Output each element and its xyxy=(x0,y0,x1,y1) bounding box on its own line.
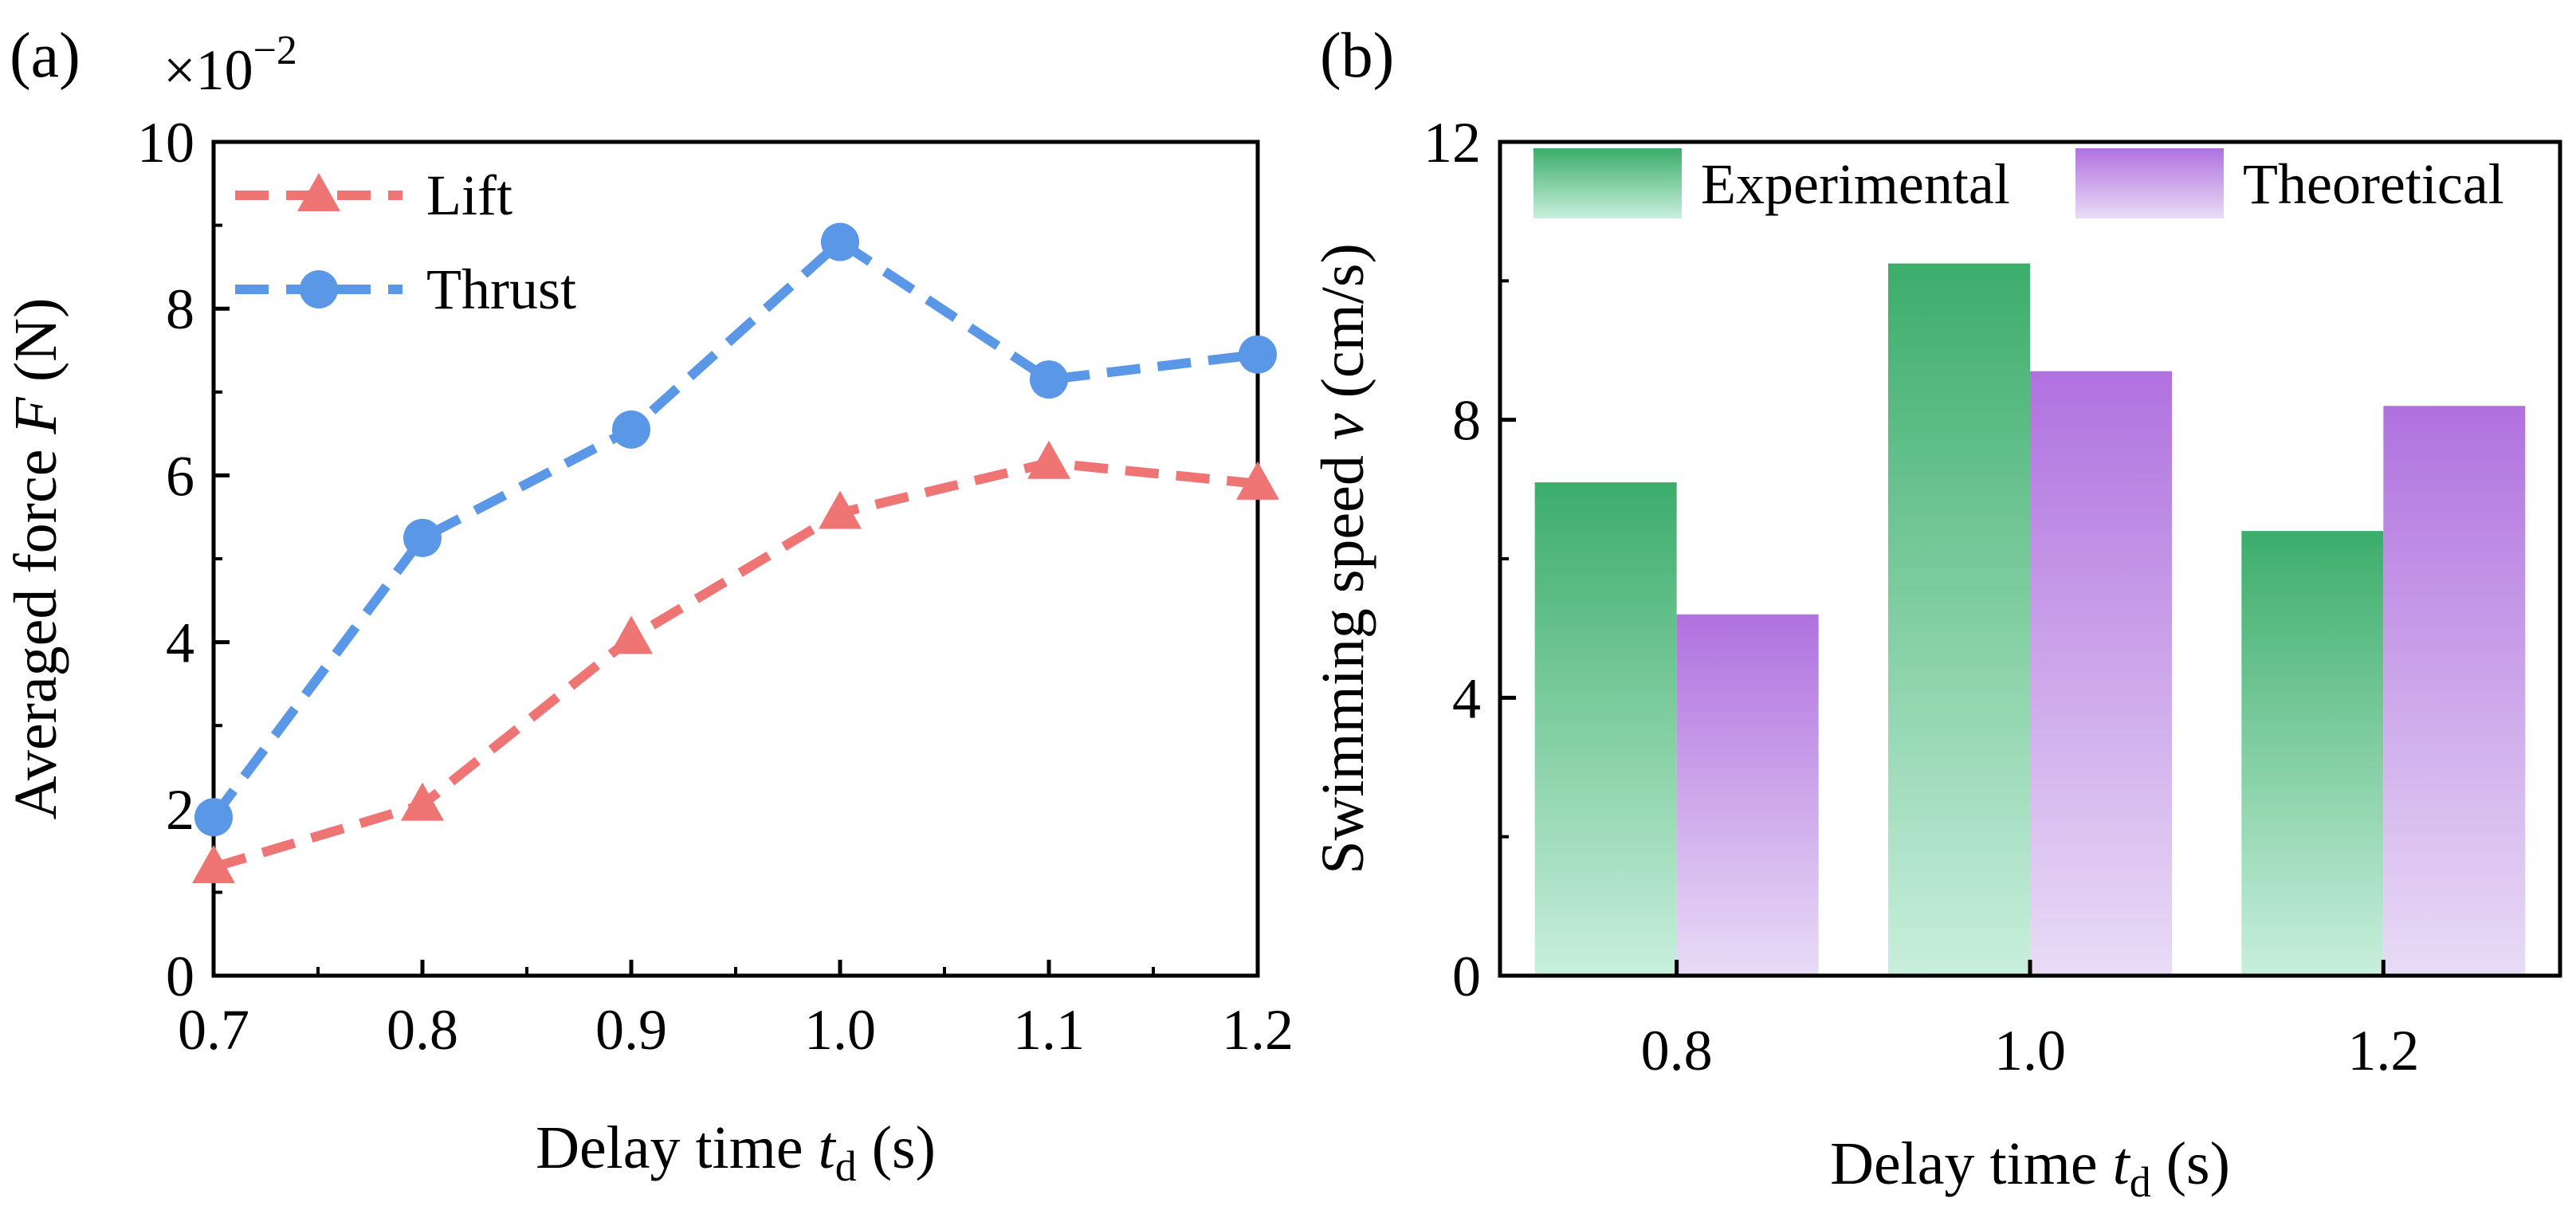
thrust-data-point xyxy=(194,798,233,837)
y-multiplier-a: ×10−2 xyxy=(163,28,297,102)
y-tick-label: 10 xyxy=(137,111,194,175)
legend-label-lift: Lift xyxy=(426,163,512,227)
lift-data-point xyxy=(192,845,235,884)
x-tick-label: 1.2 xyxy=(2347,1019,2419,1082)
experimental-bar xyxy=(1534,482,1677,976)
panel-a-x-ticks: 0.7 0.8 0.9 1.0 1.1 1.2 xyxy=(178,960,1294,1062)
thrust-data-point xyxy=(1239,335,1277,374)
y-multiplier-exponent: −2 xyxy=(253,28,297,73)
y-tick-label: 0 xyxy=(166,945,194,1008)
thrust-data-point xyxy=(1030,360,1068,399)
panel-a-line-chart: (a) ×10−2 0 2 4 6 8 10 0.7 0.8 0.9 1.0 1.1 1.2 Lif… xyxy=(2,21,1294,1190)
x-tick-label: 0.7 xyxy=(178,998,249,1062)
lift-data-point xyxy=(1027,440,1070,479)
panel-b-legend: Experimental Theoretical xyxy=(1533,148,2504,218)
x-tick-label: 0.8 xyxy=(1641,1019,1713,1082)
thrust-data-point xyxy=(403,518,442,557)
y-tick-label: 8 xyxy=(166,277,194,341)
theoretical-bar xyxy=(1676,614,1819,976)
panel-b-bar-chart: (b) 0 4 8 12 0.8 1.0 1.2 Experimental Theoreti… xyxy=(1310,21,2562,1206)
legend-swatch-experimental xyxy=(1533,148,1682,218)
panel-a-label: (a) xyxy=(10,21,80,91)
x-tick-label: 1.0 xyxy=(804,998,876,1062)
x-tick-label: 1.2 xyxy=(1222,998,1294,1062)
panel-a-y-axis-title: Averaged force F (N) xyxy=(2,298,69,820)
y-tick-label: 4 xyxy=(1452,666,1481,730)
panel-a-series xyxy=(192,222,1279,884)
thrust-data-point xyxy=(612,410,650,449)
panel-b-x-ticks: 0.8 1.0 1.2 xyxy=(1641,960,2419,1082)
panel-b-y-ticks: 0 4 8 12 xyxy=(1423,111,1516,1008)
y-tick-label: 6 xyxy=(166,444,194,508)
panel-b-label: (b) xyxy=(1320,21,1394,91)
y-tick-label: 4 xyxy=(166,611,194,675)
panel-b-x-axis-title: Delay time td (s) xyxy=(1830,1130,2230,1206)
x-tick-label: 1.0 xyxy=(1994,1019,2066,1082)
lift-data-point xyxy=(610,615,653,654)
experimental-bar xyxy=(2241,531,2384,976)
y-tick-label: 0 xyxy=(1452,945,1481,1008)
panel-a-axes-frame xyxy=(211,139,1260,978)
y-tick-label: 12 xyxy=(1423,111,1481,175)
lift-series-line xyxy=(212,458,1259,872)
lift-data-point xyxy=(401,782,444,821)
lift-data-point xyxy=(819,490,862,529)
x-tick-label: 0.9 xyxy=(595,998,667,1062)
x-tick-label: 0.8 xyxy=(387,998,458,1062)
legend-label-theoretical: Theoretical xyxy=(2243,152,2504,216)
legend-label-thrust: Thrust xyxy=(426,257,576,321)
legend-label-experimental: Experimental xyxy=(1701,152,2010,216)
panel-a-y-ticks: 0 2 4 6 8 10 xyxy=(137,111,230,1008)
thrust-series-line xyxy=(210,235,1259,820)
legend-marker-lift xyxy=(297,173,340,211)
legend-marker-thrust xyxy=(300,270,338,308)
y-tick-label: 8 xyxy=(1452,389,1481,453)
y-tick-label: 2 xyxy=(166,778,194,842)
experimental-bar xyxy=(1888,263,2030,976)
panel-a-legend: Lift Thrust xyxy=(235,163,576,321)
theoretical-bar xyxy=(2383,406,2526,976)
legend-swatch-theoretical xyxy=(2075,148,2224,218)
x-tick-label: 1.1 xyxy=(1013,998,1085,1062)
lift-data-point xyxy=(1236,461,1279,500)
panel-b-y-axis-title: Swimming speed v (cm/s) xyxy=(1310,243,1376,874)
theoretical-bar xyxy=(2030,371,2172,976)
panel-b-bars xyxy=(1534,263,2526,976)
thrust-data-point xyxy=(821,222,859,261)
panel-a-x-axis-title: Delay time td (s) xyxy=(536,1114,936,1190)
